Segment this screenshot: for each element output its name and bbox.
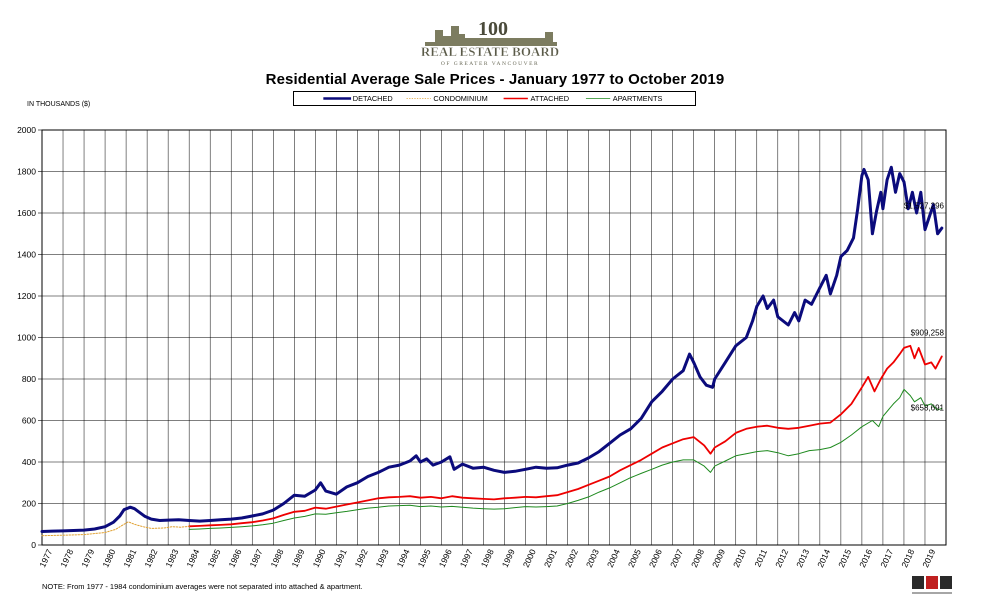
series-line-detached: [40, 165, 944, 533]
y-tick-label: 800: [22, 374, 36, 384]
mls-logo: [912, 576, 952, 594]
x-tick-label: 2010: [731, 547, 748, 569]
y-axis-label: IN THOUSANDS ($): [27, 101, 91, 108]
x-tick-label: 1995: [416, 547, 433, 569]
x-tick-label: 2012: [773, 547, 790, 569]
x-tick-label: 2019: [920, 547, 937, 569]
x-tick-label: 1999: [500, 547, 517, 569]
x-tick-label: 1978: [58, 547, 75, 569]
x-tick-label: 2008: [689, 547, 706, 569]
real-estate-board-logo: 100 REAL ESTATE BOARD OF GREATER VANCOUV…: [421, 18, 560, 67]
x-tick-label: 2006: [647, 547, 664, 569]
y-tick-label: 600: [22, 416, 36, 426]
x-tick-label: 2017: [878, 547, 895, 569]
mls-mark-m: [912, 576, 924, 589]
x-tick-label: 1981: [121, 547, 138, 569]
x-tick-label: 2005: [626, 547, 643, 569]
x-tick-label: 2003: [584, 547, 601, 569]
x-tick-label: 1998: [479, 547, 496, 569]
series-line-condominium: [41, 521, 190, 537]
mls-mark-l: [926, 576, 938, 589]
legend-label-attached: ATTACHED: [530, 94, 569, 103]
x-tick-label: 2009: [710, 547, 727, 569]
x-tick-label: 1982: [142, 547, 159, 569]
y-tick-label: 1800: [17, 167, 36, 177]
x-tick-label: 1989: [290, 547, 307, 569]
chart-title: Residential Average Sale Prices - Januar…: [265, 71, 725, 88]
x-tick-label: 1985: [205, 547, 222, 569]
x-tick-label: 2002: [563, 547, 580, 569]
mls-mark-s: [940, 576, 952, 589]
y-tick-label: 0: [31, 540, 36, 550]
x-tick-label: 2000: [521, 547, 538, 569]
logo-org-name: REAL ESTATE BOARD: [421, 44, 559, 59]
skyline-icon: [425, 26, 557, 46]
value-annotation: $1,527,296: [904, 201, 945, 210]
y-tick-label: 1200: [17, 291, 36, 301]
y-tick-label: 200: [22, 499, 36, 509]
x-tick-label: 1984: [184, 547, 201, 569]
x-tick-label: 1991: [332, 547, 349, 569]
y-tick-label: 2000: [17, 125, 36, 135]
x-tick-label: 1988: [269, 547, 286, 569]
y-tick-label: 400: [22, 457, 36, 467]
logo-numeral: 100: [478, 18, 508, 40]
value-annotation: $909,258: [911, 329, 945, 338]
x-tick-label: 1986: [226, 547, 243, 569]
x-tick-label: 2016: [857, 547, 874, 569]
y-tick-label: 1400: [17, 250, 36, 260]
y-tick-label: 1600: [17, 208, 36, 218]
x-tick-label: 2014: [815, 547, 832, 569]
x-tick-label: 2011: [752, 547, 769, 568]
x-tick-label: 1979: [79, 547, 96, 569]
legend-label-apartments: APARTMENTS: [613, 94, 663, 103]
x-tick-label: 1996: [437, 547, 454, 569]
x-tick-label: 1993: [374, 547, 391, 569]
x-tick-label: 1987: [247, 547, 264, 569]
x-tick-label: 1983: [163, 547, 180, 569]
series-line-apartments: [188, 388, 943, 530]
x-tick-label: 2004: [605, 547, 622, 569]
logo-org-sub: OF GREATER VANCOUVER: [441, 61, 539, 67]
x-tick-label: 1977: [37, 547, 54, 569]
x-tick-label: 1992: [353, 547, 370, 569]
x-tick-label: 1990: [311, 547, 328, 569]
x-tick-label: 2007: [668, 547, 685, 569]
x-tick-label: 2015: [836, 547, 853, 569]
value-annotation: $658,691: [911, 404, 945, 413]
x-tick-label: 2001: [542, 547, 559, 569]
x-tick-label: 1980: [100, 547, 117, 569]
x-tick-label: 2018: [899, 547, 916, 569]
x-tick-label: 2013: [794, 547, 811, 569]
chart-legend: DETACHED CONDOMINIUM ATTACHED APARTMENTS: [293, 91, 696, 106]
series-line-attached: [188, 344, 943, 528]
chart-note: NOTE: From 1977 - 1984 condominium avera…: [42, 582, 363, 591]
legend-label-detached: DETACHED: [353, 94, 393, 103]
y-tick-label: 1000: [17, 333, 36, 343]
x-tick-label: 1994: [395, 547, 412, 569]
legend-label-condominium: CONDOMINIUM: [433, 94, 487, 103]
x-tick-label: 1997: [458, 547, 475, 569]
